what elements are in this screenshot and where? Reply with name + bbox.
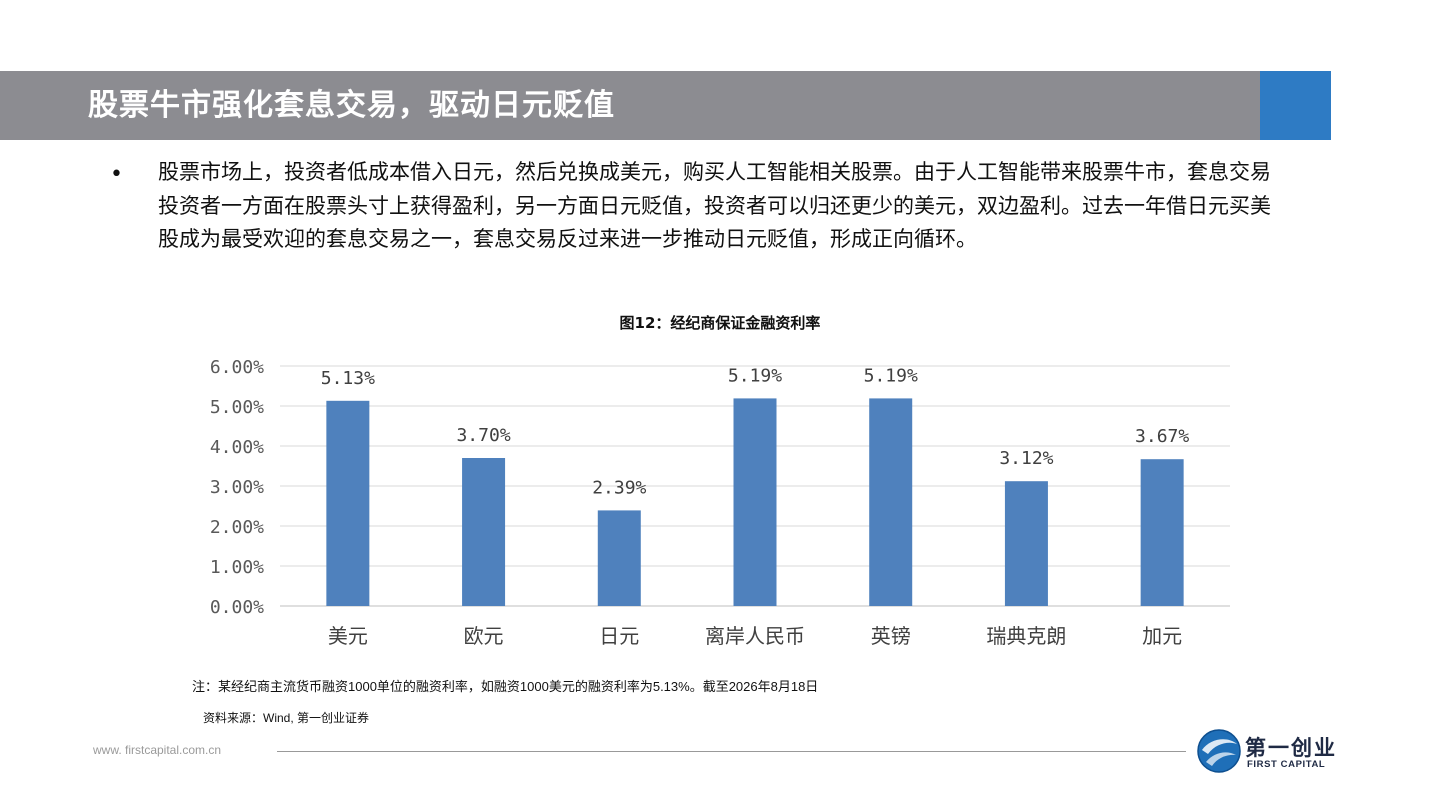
- chart-note: 注：某经纪商主流货币融资1000单位的融资利率，如融资1000美元的融资利率为5…: [192, 679, 819, 694]
- data-label: 5.19%: [728, 365, 782, 386]
- bar: [733, 398, 777, 606]
- bar: [597, 510, 641, 606]
- x-tick-label: 欧元: [464, 624, 504, 648]
- y-tick-label: 3.00%: [210, 477, 264, 498]
- x-tick-label: 瑞典克朗: [986, 624, 1066, 648]
- title-accent-block: [1260, 71, 1331, 140]
- logo-chinese-text: 第一创业: [1245, 735, 1337, 760]
- chart-source: 资料来源：Wind, 第一创业证券: [203, 711, 370, 725]
- data-label: 2.39%: [592, 477, 646, 498]
- data-label: 3.70%: [456, 425, 510, 446]
- bar: [869, 398, 913, 606]
- x-tick-label: 英镑: [871, 624, 911, 648]
- y-tick-label: 0.00%: [210, 597, 264, 618]
- slide-title: 股票牛市强化套息交易，驱动日元贬值: [88, 88, 615, 123]
- chart-title: 图12：经纪商保证金融资利率: [619, 314, 821, 332]
- bar-chart: 0.00% 1.00% 2.00% 3.00% 4.00% 5.00% 6.00% 5.13%…: [210, 357, 1230, 648]
- logo-english-text: FIRST CAPITAL: [1247, 759, 1326, 770]
- x-tick-label: 加元: [1142, 624, 1182, 648]
- x-tick-label: 美元: [328, 624, 368, 648]
- title-bar: [0, 71, 1260, 140]
- data-label: 5.19%: [864, 365, 918, 386]
- data-label: 3.67%: [1135, 426, 1189, 447]
- globe-logo-icon: [1197, 729, 1241, 773]
- footer-url[interactable]: www. firstcapital.com.cn: [93, 743, 222, 757]
- body-paragraph: 股票市场上，投资者低成本借入日元，然后兑换成美元，购买人工智能相关股票。由于人工…: [158, 160, 1271, 251]
- y-tick-label: 6.00%: [210, 357, 264, 378]
- y-tick-label: 2.00%: [210, 517, 264, 538]
- x-tick-label: 日元: [599, 624, 639, 648]
- bar: [1140, 459, 1184, 606]
- bullet-marker: •: [110, 162, 123, 187]
- bar: [462, 458, 506, 606]
- bar: [326, 400, 370, 606]
- footer-divider: [277, 751, 1186, 752]
- y-tick-label: 4.00%: [210, 437, 264, 458]
- bar: [1004, 481, 1048, 606]
- data-label: 3.12%: [999, 448, 1053, 469]
- data-label: 5.13%: [321, 368, 375, 389]
- y-tick-label: 5.00%: [210, 397, 264, 418]
- y-tick-label: 1.00%: [210, 557, 264, 578]
- company-logo: 第一创业 FIRST CAPITAL: [1196, 728, 1336, 774]
- x-tick-label: 离岸人民币: [705, 624, 805, 648]
